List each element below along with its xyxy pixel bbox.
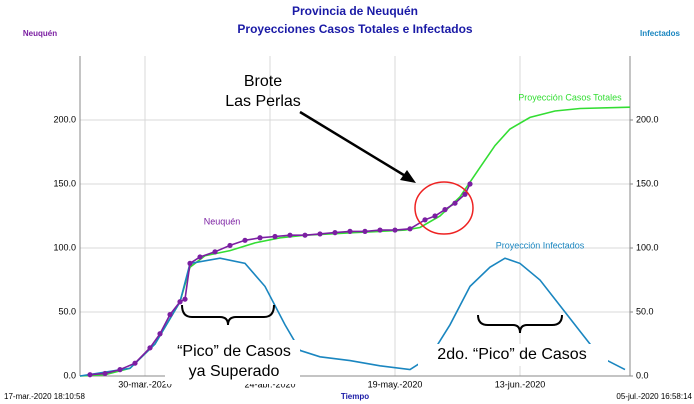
data-point bbox=[467, 181, 473, 187]
data-point bbox=[287, 232, 293, 238]
data-point bbox=[422, 217, 428, 223]
series-label: Proyección Infectados bbox=[496, 240, 585, 250]
plot-area: 0.0 50.0 100.0 150.0 200.0 0.0 50.0 100.0 150.0 2… bbox=[53, 56, 659, 389]
data-point bbox=[132, 360, 138, 366]
annotation: Las Perlas bbox=[225, 93, 301, 110]
series-label: Proyección Casos Totales bbox=[518, 92, 622, 102]
data-point bbox=[462, 191, 468, 197]
y2-tick-label: 200.0 bbox=[636, 114, 659, 124]
data-point bbox=[332, 230, 338, 236]
data-point bbox=[242, 237, 248, 243]
data-point bbox=[102, 370, 108, 377]
data-point bbox=[442, 207, 448, 213]
x-tick-label: 30-mar.-2020 bbox=[118, 379, 172, 389]
data-point bbox=[257, 235, 263, 241]
data-point bbox=[392, 227, 398, 233]
brace bbox=[181, 304, 275, 326]
data-point bbox=[272, 233, 278, 240]
y2-tick-label: 100.0 bbox=[636, 242, 659, 252]
highlight-circle bbox=[414, 181, 474, 235]
data-point bbox=[377, 227, 383, 233]
y2-tick-label: 50.0 bbox=[636, 306, 654, 316]
y-tick-label: 150.0 bbox=[53, 178, 76, 188]
series-label: Neuquén bbox=[204, 216, 241, 226]
data-point bbox=[197, 254, 203, 260]
annotation: “Pico” de Casos bbox=[177, 343, 291, 360]
data-point bbox=[227, 242, 233, 249]
arrow bbox=[299, 110, 413, 182]
data-point bbox=[177, 299, 183, 305]
y-tick-label: 100.0 bbox=[53, 242, 76, 252]
data-point bbox=[347, 228, 353, 234]
y2-axis-label: Infectados bbox=[640, 29, 681, 38]
data-point bbox=[157, 331, 163, 337]
data-point bbox=[432, 213, 438, 219]
data-point bbox=[317, 231, 323, 237]
y2-tick-label: 0.0 bbox=[636, 370, 649, 380]
data-point bbox=[452, 200, 458, 206]
x-tick-label: 13-jun.-2020 bbox=[495, 379, 546, 389]
y-tick-label: 0.0 bbox=[63, 370, 76, 380]
data-point bbox=[362, 228, 368, 234]
chart-subtitle: Proyecciones Casos Totales e Infectados bbox=[237, 22, 473, 36]
data-point bbox=[87, 372, 93, 378]
y-tick-label: 50.0 bbox=[58, 306, 76, 316]
arrow-head bbox=[400, 170, 416, 183]
start-label: 17-mar.-2020 18:10:58 bbox=[4, 392, 85, 401]
annotation: 2do. “Pico” de Casos bbox=[437, 346, 586, 363]
data-point bbox=[182, 296, 188, 302]
data-point bbox=[117, 367, 123, 373]
annotation: ya Superado bbox=[189, 363, 280, 380]
y2-tick-label: 150.0 bbox=[636, 178, 659, 188]
chart-title: Provincia de Neuquén bbox=[292, 4, 418, 18]
brace bbox=[477, 314, 563, 334]
annotation: Brote bbox=[244, 73, 282, 90]
data-point bbox=[302, 232, 308, 238]
data-point bbox=[212, 249, 218, 255]
x-tick-label: 19-may.-2020 bbox=[368, 379, 423, 389]
y-axis-label: Neuquén bbox=[23, 29, 57, 38]
x-axis-label: Tiempo bbox=[341, 392, 369, 401]
data-point bbox=[147, 345, 153, 351]
end-label: 05-jul.-2020 16:58:14 bbox=[616, 392, 692, 401]
label-bg bbox=[165, 340, 300, 384]
x-tick-label: 24-abr.-2020 bbox=[244, 379, 295, 389]
data-point bbox=[187, 260, 193, 266]
data-point bbox=[407, 226, 413, 232]
label-bg bbox=[418, 344, 608, 366]
data-point bbox=[167, 311, 173, 318]
y-tick-label: 200.0 bbox=[53, 114, 76, 124]
annotations: Brote Las Perlas “Pico” de Casos ya Supe… bbox=[165, 73, 608, 384]
